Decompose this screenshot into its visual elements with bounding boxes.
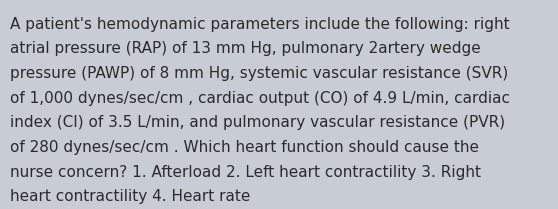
Text: pressure (PAWP) of 8 mm Hg, systemic vascular resistance (SVR): pressure (PAWP) of 8 mm Hg, systemic vas… <box>10 66 508 81</box>
Text: of 1,000 dynes/sec/cm , cardiac output (CO) of 4.9 L/min, cardiac: of 1,000 dynes/sec/cm , cardiac output (… <box>10 91 510 106</box>
Text: heart contractility 4. Heart rate: heart contractility 4. Heart rate <box>10 189 251 204</box>
Text: index (CI) of 3.5 L/min, and pulmonary vascular resistance (PVR): index (CI) of 3.5 L/min, and pulmonary v… <box>10 115 505 130</box>
Text: atrial pressure (RAP) of 13 mm Hg, pulmonary 2artery wedge: atrial pressure (RAP) of 13 mm Hg, pulmo… <box>10 41 481 56</box>
Text: nurse concern? 1. Afterload 2. Left heart contractility 3. Right: nurse concern? 1. Afterload 2. Left hear… <box>10 165 481 180</box>
Text: of 280 dynes/sec/cm . Which heart function should cause the: of 280 dynes/sec/cm . Which heart functi… <box>10 140 479 155</box>
Text: A patient's hemodynamic parameters include the following: right: A patient's hemodynamic parameters inclu… <box>10 17 509 32</box>
